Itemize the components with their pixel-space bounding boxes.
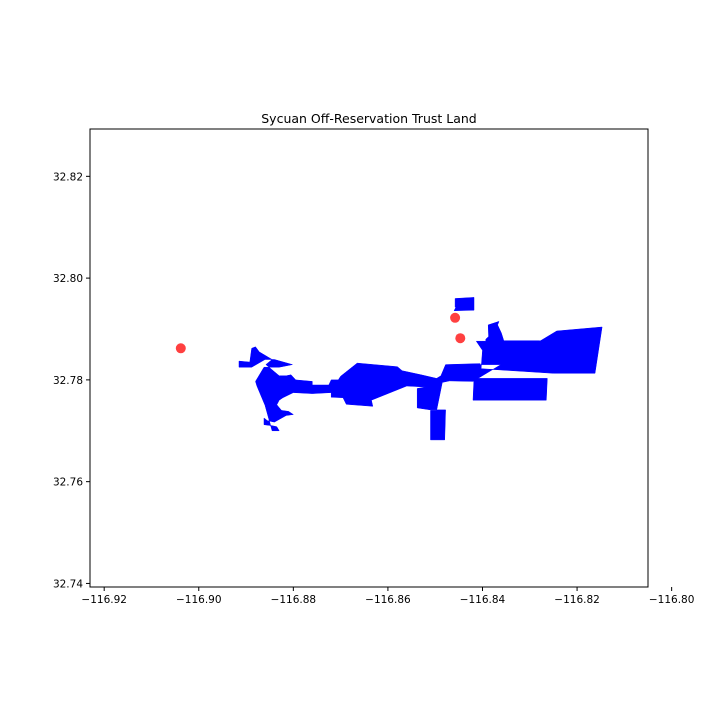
chart-title: Sycuan Off-Reservation Trust Land: [261, 111, 477, 126]
parcel-polygon-1: [238, 320, 603, 441]
x-tick-label: −116.84: [460, 594, 506, 606]
location-point-1: [175, 343, 186, 354]
parcel-polygon-2: [453, 297, 475, 311]
x-tick-label: −116.92: [81, 594, 127, 606]
x-tick-label: −116.90: [176, 594, 222, 606]
x-tick-label: −116.86: [365, 594, 411, 606]
x-tick-label: −116.82: [554, 594, 600, 606]
y-axis: 32.74 32.76 32.78 32.80 32.82: [53, 171, 90, 590]
y-tick-label: 32.82: [53, 171, 83, 183]
plot-frame: [89, 128, 649, 588]
y-tick-label: 32.76: [53, 477, 83, 489]
x-tick-label: −116.80: [649, 594, 695, 606]
location-point-2: [450, 312, 461, 323]
parcel-polygon-3: [472, 377, 548, 401]
location-point-3: [455, 333, 466, 344]
x-tick-label: −116.88: [271, 594, 317, 606]
y-tick-label: 32.78: [53, 375, 83, 387]
map-layer: [175, 297, 603, 441]
y-tick-label: 32.80: [53, 273, 83, 285]
x-axis: −116.92 −116.90 −116.88 −116.86 −116.84 −116.…: [81, 587, 694, 606]
y-tick-label: 32.74: [53, 578, 83, 590]
